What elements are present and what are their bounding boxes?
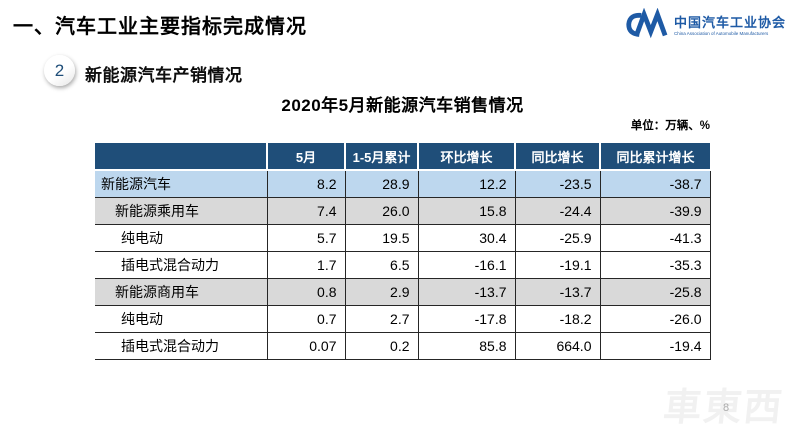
cell: -39.9 bbox=[600, 197, 711, 225]
cell: -19.1 bbox=[515, 251, 601, 279]
cell: -19.4 bbox=[600, 332, 711, 360]
cell: -16.1 bbox=[418, 251, 516, 279]
cell: 2.7 bbox=[345, 305, 419, 333]
cell: 2.9 bbox=[345, 278, 419, 306]
row-label: 新能源汽车 bbox=[95, 170, 268, 198]
section-title: 新能源汽车产销情况 bbox=[85, 66, 243, 85]
cell: -13.7 bbox=[418, 278, 516, 306]
logo-name-zh: 中国汽车工业协会 bbox=[673, 15, 786, 31]
cell: -41.3 bbox=[600, 224, 711, 252]
col-header-yoy-cum-growth: 同比累计增长 bbox=[599, 143, 710, 170]
cell: -25.8 bbox=[600, 278, 711, 306]
col-header-mom-growth: 环比增长 bbox=[417, 143, 515, 170]
page-number: 8 bbox=[722, 402, 730, 414]
cell: -26.0 bbox=[600, 305, 711, 333]
cell: 15.8 bbox=[418, 197, 516, 225]
cell: 30.4 bbox=[418, 224, 516, 252]
logo-name-en: China Association of Automobile Manufact… bbox=[673, 31, 769, 37]
cell: -18.2 bbox=[515, 305, 601, 333]
caam-logo: 中国汽车工业协会 China Association of Automobile… bbox=[624, 7, 786, 45]
table-title: 2020年5月新能源汽车销售情况 bbox=[281, 96, 524, 115]
row-label: 插电式混合动力 bbox=[95, 332, 268, 360]
cell: 85.8 bbox=[418, 332, 516, 360]
table-row-passenger-bev: 纯电动 5.7 19.5 30.4 -25.9 -41.3 bbox=[95, 224, 711, 252]
cell: -35.3 bbox=[600, 251, 711, 279]
col-header-blank bbox=[95, 143, 267, 170]
col-header-yoy-growth: 同比增长 bbox=[514, 143, 600, 170]
cell: 1.7 bbox=[267, 251, 346, 279]
nev-sales-table: 5月 1-5月累计 环比增长 同比增长 同比累计增长 新能源汽车 8.2 28.… bbox=[95, 143, 711, 360]
table-row-commercial-phev: 插电式混合动力 0.07 0.2 85.8 664.0 -19.4 bbox=[95, 332, 711, 360]
cell: -17.8 bbox=[418, 305, 516, 333]
cell: 5.7 bbox=[267, 224, 346, 252]
table-row-commercial: 新能源商用车 0.8 2.9 -13.7 -13.7 -25.8 bbox=[95, 278, 711, 306]
cell: 7.4 bbox=[267, 197, 346, 225]
row-label: 纯电动 bbox=[95, 224, 268, 252]
cell: 19.5 bbox=[345, 224, 419, 252]
cell: 0.07 bbox=[267, 332, 346, 360]
section-number-badge: 2 bbox=[44, 55, 75, 86]
cell: 0.7 bbox=[267, 305, 346, 333]
cell: 0.8 bbox=[267, 278, 346, 306]
row-label: 新能源商用车 bbox=[95, 278, 268, 306]
cell: 6.5 bbox=[345, 251, 419, 279]
cell: -24.4 bbox=[515, 197, 601, 225]
cell: 12.2 bbox=[418, 170, 516, 198]
cell: -13.7 bbox=[515, 278, 601, 306]
cell: -38.7 bbox=[600, 170, 711, 198]
cell: 8.2 bbox=[267, 170, 346, 198]
cell: -23.5 bbox=[515, 170, 601, 198]
table-row-commercial-bev: 纯电动 0.7 2.7 -17.8 -18.2 -26.0 bbox=[95, 305, 711, 333]
caam-logo-icon bbox=[624, 7, 668, 45]
table-row-nev-total: 新能源汽车 8.2 28.9 12.2 -23.5 -38.7 bbox=[95, 170, 711, 198]
page-title: 一、汽车工业主要指标完成情况 bbox=[13, 16, 307, 38]
col-header-cumulative: 1-5月累计 bbox=[344, 143, 418, 170]
cell: 26.0 bbox=[345, 197, 419, 225]
table-row-passenger: 新能源乘用车 7.4 26.0 15.8 -24.4 -39.9 bbox=[95, 197, 711, 225]
table-header-row: 5月 1-5月累计 环比增长 同比增长 同比累计增长 bbox=[95, 143, 710, 170]
row-label: 纯电动 bbox=[95, 305, 268, 333]
cell: 664.0 bbox=[515, 332, 601, 360]
row-label: 插电式混合动力 bbox=[95, 251, 268, 279]
col-header-may: 5月 bbox=[266, 143, 345, 170]
cell: 0.2 bbox=[345, 332, 419, 360]
cell: -25.9 bbox=[515, 224, 601, 252]
unit-label: 单位：万辆、% bbox=[630, 120, 710, 132]
row-label: 新能源乘用车 bbox=[95, 197, 268, 225]
cell: 28.9 bbox=[345, 170, 419, 198]
table-row-passenger-phev: 插电式混合动力 1.7 6.5 -16.1 -19.1 -35.3 bbox=[95, 251, 711, 279]
